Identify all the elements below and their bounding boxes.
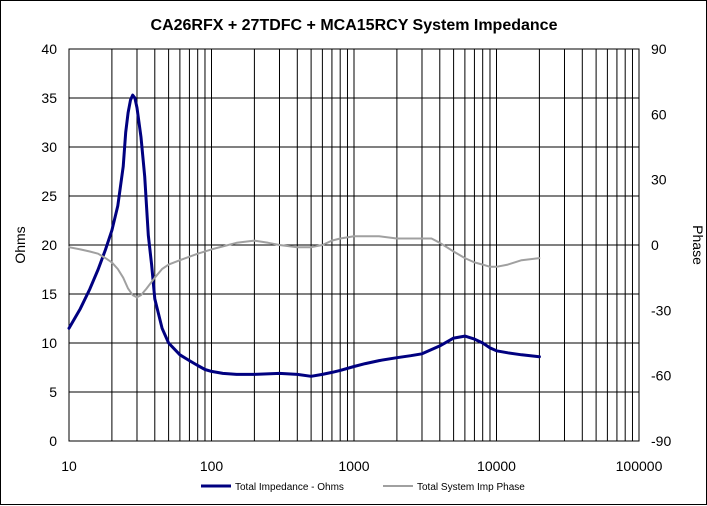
y2-tick-label: -60 (651, 368, 671, 384)
x-tick-label: 1000 (338, 458, 369, 474)
x-tick-label: 100000 (616, 458, 663, 474)
x-tick-label: 10 (61, 458, 77, 474)
y2-tick-label: 60 (651, 106, 667, 122)
y2-tick-label: -30 (651, 302, 671, 318)
y2-tick-label: 0 (651, 237, 659, 253)
y-tick-label: 10 (41, 335, 57, 351)
y-tick-label: 40 (41, 41, 57, 57)
y-tick-label: 15 (41, 286, 57, 302)
y-tick-label: 5 (49, 384, 57, 400)
y2-axis-label: Phase (690, 225, 706, 265)
phase-series-line (68, 235, 541, 299)
x-tick-label: 100 (200, 458, 224, 474)
y2-tick-label: -90 (651, 433, 671, 449)
x-tick-label: 10000 (477, 458, 516, 474)
y-tick-label: 30 (41, 139, 57, 155)
plot-area-frame (68, 48, 640, 442)
y-tick-label: 0 (49, 433, 57, 449)
y-tick-label: 25 (41, 188, 57, 204)
chart-title: CA26RFX + 27TDFC + MCA15RCY System Imped… (151, 17, 558, 34)
y2-tick-label: 30 (651, 172, 667, 188)
impedance-series-line (67, 93, 541, 378)
y2-tick-label: 90 (651, 41, 667, 57)
y-axis-label: Ohms (12, 226, 28, 263)
y-tick-label: 35 (41, 90, 57, 106)
legend-label: Total Impedance - Ohms (235, 482, 344, 493)
legend-label: Total System Imp Phase (417, 482, 525, 493)
y-tick-label: 20 (41, 237, 57, 253)
